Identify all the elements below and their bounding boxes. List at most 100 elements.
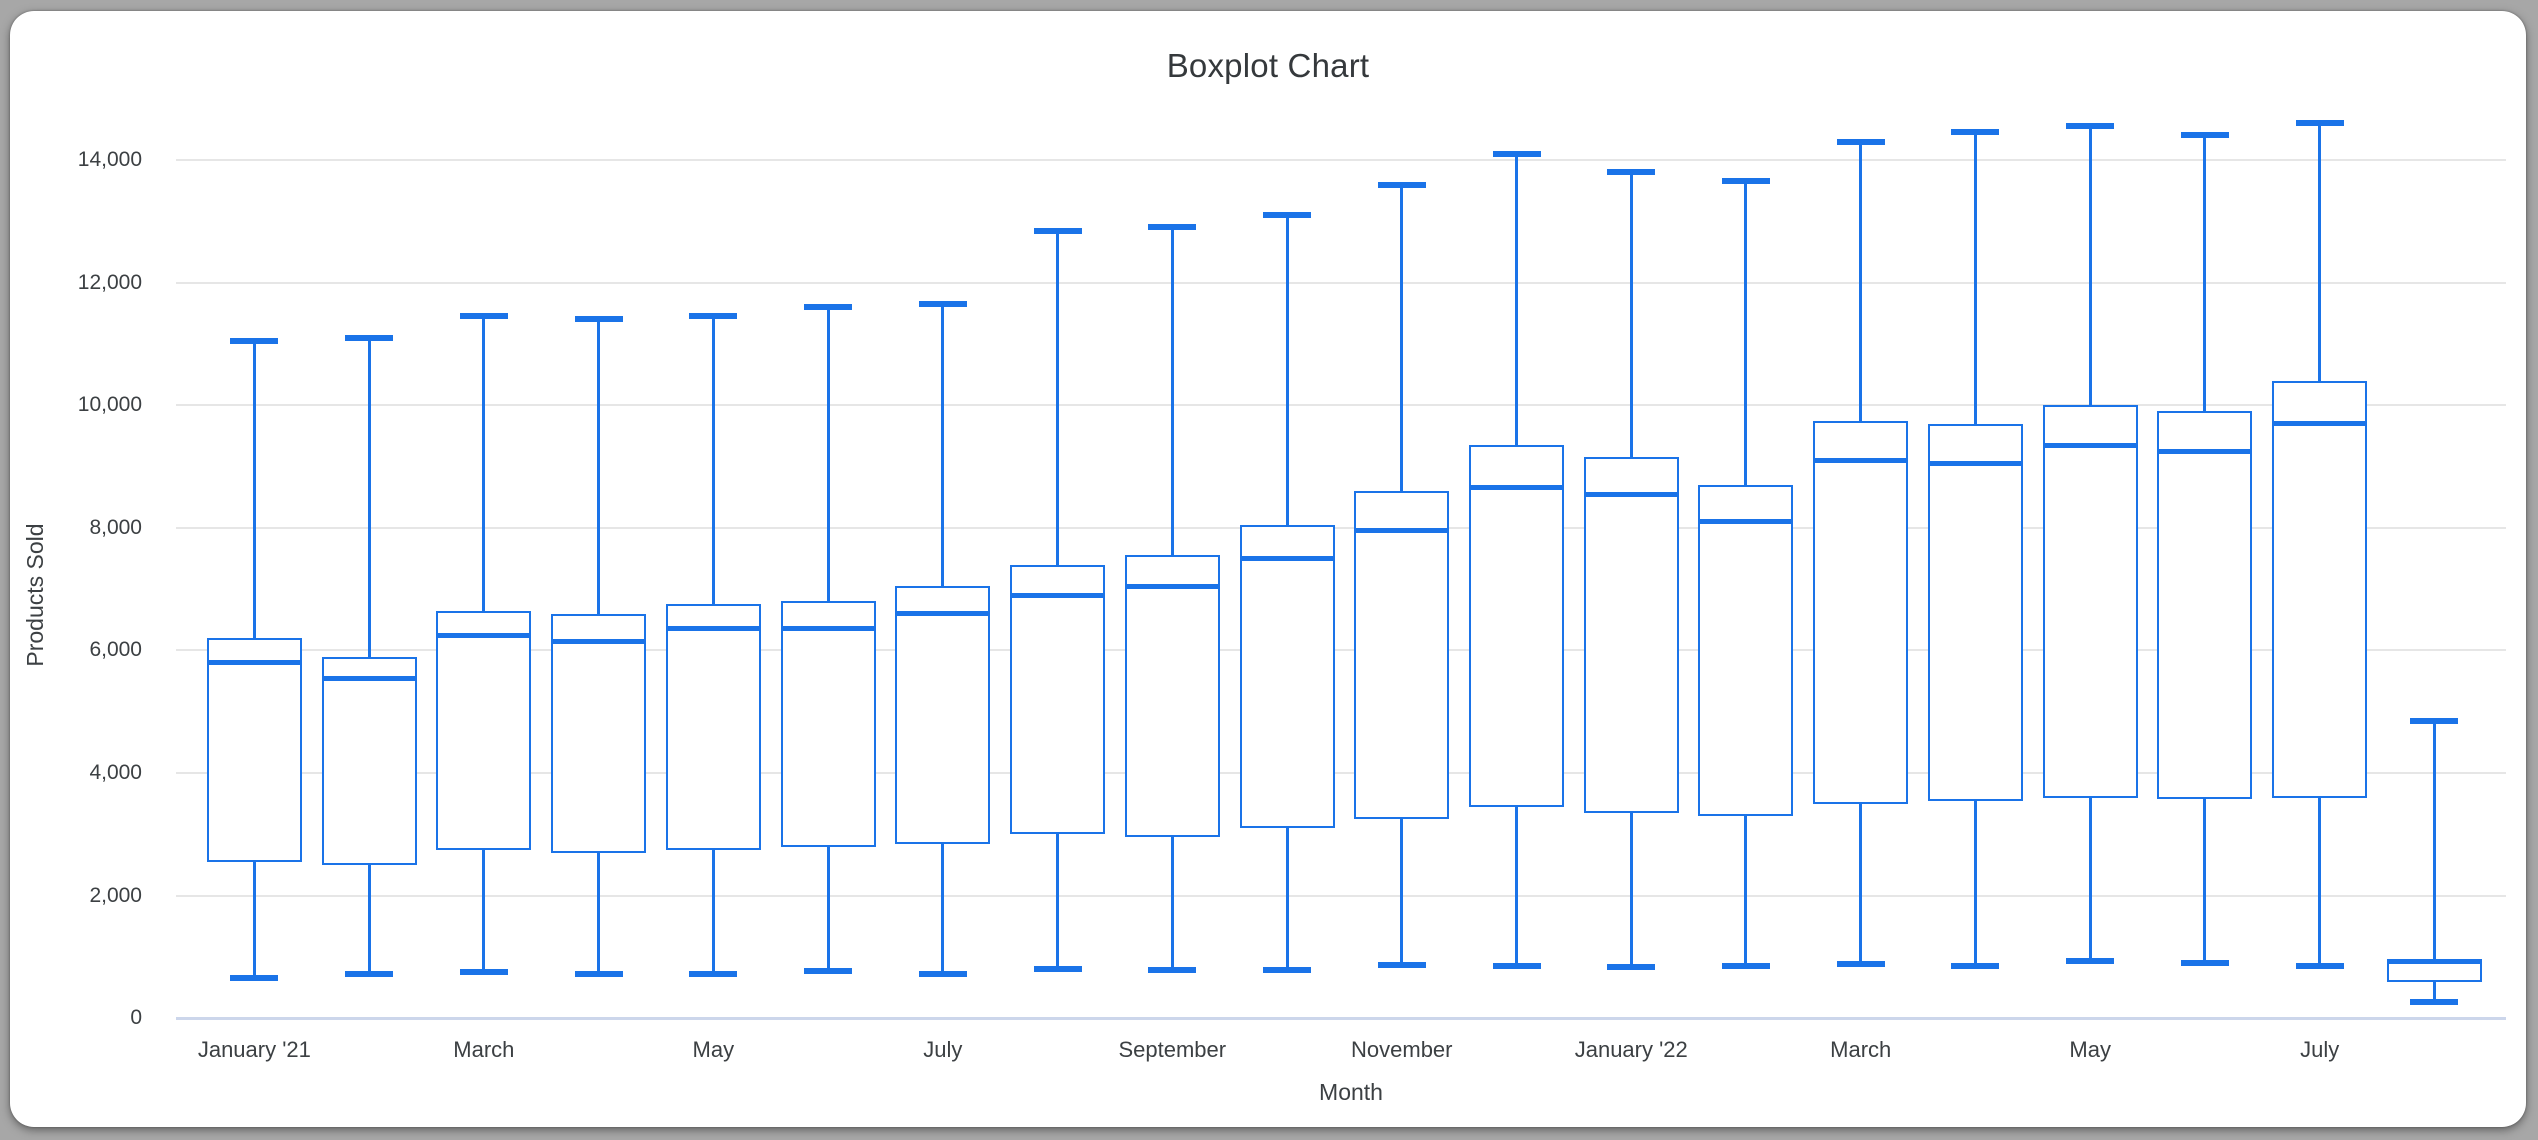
iqr-box <box>1239 524 1335 829</box>
lower-whisker-cap <box>1836 961 1885 968</box>
upper-whisker-cap <box>1033 227 1082 234</box>
lower-whisker-stem <box>482 849 486 972</box>
lower-whisker-cap <box>574 970 623 977</box>
iqr-box <box>1927 423 2023 801</box>
median-line <box>1354 528 1450 534</box>
upper-whisker-cap <box>918 301 967 308</box>
upper-whisker-stem <box>1629 172 1633 458</box>
lower-whisker-cap <box>1263 966 1312 973</box>
lower-whisker-cap <box>804 968 853 975</box>
y-tick-label: 4,000 <box>89 761 142 785</box>
iqr-box <box>2042 405 2138 798</box>
x-tick-label: September <box>1118 1037 1227 1062</box>
upper-whisker-cap <box>1607 169 1656 176</box>
iqr-box <box>1354 491 1450 820</box>
iqr-box <box>551 613 647 853</box>
lower-whisker-cap <box>1492 963 1541 970</box>
lower-whisker-cap <box>1607 964 1656 971</box>
lower-whisker-cap <box>459 968 508 975</box>
lower-whisker-cap <box>230 975 279 982</box>
gridline <box>176 894 2506 897</box>
iqr-box <box>895 586 991 844</box>
median-line <box>1698 519 1794 525</box>
median-line <box>1813 457 1909 463</box>
upper-whisker-stem <box>2088 126 2092 406</box>
gridline <box>176 526 2506 529</box>
iqr-box <box>1813 420 1909 804</box>
iqr-box <box>1583 457 1679 813</box>
lower-whisker-cap <box>2295 963 2344 970</box>
upper-whisker-stem <box>2203 135 2207 412</box>
upper-whisker-stem <box>367 337 371 657</box>
upper-whisker-cap <box>804 304 853 311</box>
y-tick-label: 14,000 <box>77 148 142 171</box>
median-line <box>436 632 532 638</box>
iqr-box <box>2272 380 2368 798</box>
lower-whisker-cap <box>689 971 738 978</box>
upper-whisker-cap <box>689 313 738 320</box>
upper-whisker-stem <box>826 307 830 602</box>
upper-whisker-stem <box>2318 123 2322 381</box>
upper-whisker-stem <box>941 304 945 587</box>
x-tick-label: July <box>923 1037 963 1062</box>
x-tick-label: May <box>692 1037 735 1062</box>
upper-whisker-cap <box>1951 129 2000 136</box>
iqr-box <box>1469 445 1564 807</box>
x-axis-baseline <box>176 1016 2506 1020</box>
upper-whisker-stem <box>597 319 601 614</box>
iqr-box <box>2157 411 2253 799</box>
median-line <box>665 626 761 632</box>
lower-whisker-stem <box>252 861 256 979</box>
upper-whisker-stem <box>1859 141 1863 421</box>
iqr-box <box>436 610 532 850</box>
lower-whisker-stem <box>2088 797 2092 962</box>
lower-whisker-stem <box>1629 812 1633 968</box>
upper-whisker-cap <box>230 337 279 344</box>
chart-card: Boxplot Chart Products Sold Month 0 2,000… <box>10 11 2526 1127</box>
upper-whisker-stem <box>711 316 715 605</box>
lower-whisker-stem <box>1285 828 1289 970</box>
upper-whisker-stem <box>2432 720 2436 961</box>
y-tick-label: 12,000 <box>77 270 142 294</box>
upper-whisker-stem <box>482 316 486 611</box>
median-line <box>1010 592 1106 598</box>
plot-area: 0 2,000 4,000 6,000 8,000 10,000 12,000 14,000 J… <box>10 11 2526 1127</box>
lower-whisker-cap <box>1148 967 1197 974</box>
lower-whisker-cap <box>345 970 394 977</box>
x-tick-label: January '22 <box>1574 1037 1688 1062</box>
iqr-box <box>780 601 876 847</box>
upper-whisker-cap <box>2066 123 2115 130</box>
median-line <box>1469 485 1564 491</box>
upper-whisker-cap <box>1377 181 1426 188</box>
chart-title: Boxplot Chart <box>1166 47 1370 84</box>
x-tick-label: November <box>1351 1037 1453 1062</box>
y-tick-label: 0 <box>130 1006 142 1030</box>
x-axis-title: Month <box>1319 1079 1383 1105</box>
lower-whisker-cap <box>1033 966 1082 973</box>
lower-whisker-stem <box>941 843 945 975</box>
upper-whisker-cap <box>1492 150 1541 157</box>
y-tick-label: 6,000 <box>89 638 142 662</box>
lower-whisker-cap <box>2180 960 2229 967</box>
median-line <box>2386 958 2482 964</box>
lower-whisker-cap <box>2410 998 2459 1005</box>
median-line <box>1239 555 1335 561</box>
median-line <box>895 611 991 617</box>
gridline <box>176 281 2506 284</box>
iqr-box <box>321 656 417 866</box>
upper-whisker-cap <box>1263 212 1312 219</box>
y-tick-label: 2,000 <box>89 883 142 907</box>
lower-whisker-stem <box>1744 815 1748 967</box>
lower-whisker-cap <box>1951 963 2000 970</box>
lower-whisker-cap <box>1721 963 1770 970</box>
median-line <box>1583 491 1679 497</box>
upper-whisker-cap <box>1148 224 1197 231</box>
upper-whisker-cap <box>2410 717 2459 724</box>
median-line <box>1927 460 2023 466</box>
upper-whisker-stem <box>1285 215 1289 525</box>
lower-whisker-stem <box>1170 837 1174 971</box>
x-tick-label: July <box>2300 1037 2340 1062</box>
iqr-box <box>1698 484 1794 816</box>
median-line <box>551 638 647 644</box>
lower-whisker-stem <box>1400 819 1404 965</box>
